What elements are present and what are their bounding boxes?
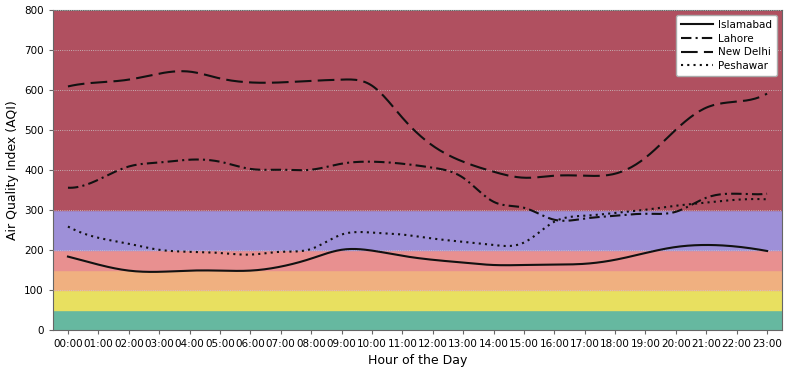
X-axis label: Hour of the Day: Hour of the Day <box>368 354 467 367</box>
Bar <box>53 210 782 250</box>
New Delhi <box>762 91 772 96</box>
Peshawar <box>699 201 709 205</box>
Bar <box>53 290 782 310</box>
Islamabad <box>762 249 772 253</box>
New Delhi <box>494 171 503 175</box>
New Delhi <box>480 167 489 171</box>
Islamabad <box>482 262 491 267</box>
Y-axis label: Air Quality Index (AQI): Air Quality Index (AQI) <box>6 100 18 239</box>
Lahore <box>66 185 75 190</box>
Peshawar <box>480 242 489 246</box>
Peshawar <box>655 206 664 210</box>
Lahore <box>657 211 667 216</box>
Bar <box>53 270 782 290</box>
Line: New Delhi: New Delhi <box>68 71 767 178</box>
Lahore <box>762 191 772 196</box>
Lahore <box>63 185 73 190</box>
Line: Lahore: Lahore <box>68 160 767 221</box>
New Delhi <box>63 84 73 89</box>
Lahore <box>494 201 503 206</box>
Islamabad <box>494 263 503 267</box>
Peshawar <box>482 242 491 247</box>
Peshawar <box>750 197 760 201</box>
Peshawar <box>494 243 503 248</box>
Lahore <box>480 193 489 198</box>
Bar <box>53 250 782 270</box>
Islamabad <box>148 270 157 274</box>
Islamabad <box>63 254 73 259</box>
New Delhi <box>66 84 75 88</box>
Islamabad <box>655 248 664 252</box>
Peshawar <box>63 224 73 229</box>
New Delhi <box>178 69 187 73</box>
Lahore <box>702 195 711 200</box>
Lahore <box>559 219 568 223</box>
Legend: Islamabad, Lahore, New Delhi, Peshawar: Islamabad, Lahore, New Delhi, Peshawar <box>676 15 777 76</box>
New Delhi <box>521 176 531 180</box>
Lahore <box>482 195 491 200</box>
Lahore <box>192 157 201 162</box>
Islamabad <box>699 243 709 247</box>
Islamabad <box>66 255 75 260</box>
Islamabad <box>480 262 489 267</box>
Line: Peshawar: Peshawar <box>68 199 767 255</box>
Islamabad <box>702 243 711 247</box>
New Delhi <box>702 106 711 110</box>
Line: Islamabad: Islamabad <box>68 245 767 272</box>
Peshawar <box>762 197 772 201</box>
Peshawar <box>241 253 250 257</box>
Bar <box>53 10 782 210</box>
Peshawar <box>66 226 75 230</box>
Bar <box>53 310 782 330</box>
New Delhi <box>657 141 667 145</box>
New Delhi <box>482 167 491 172</box>
